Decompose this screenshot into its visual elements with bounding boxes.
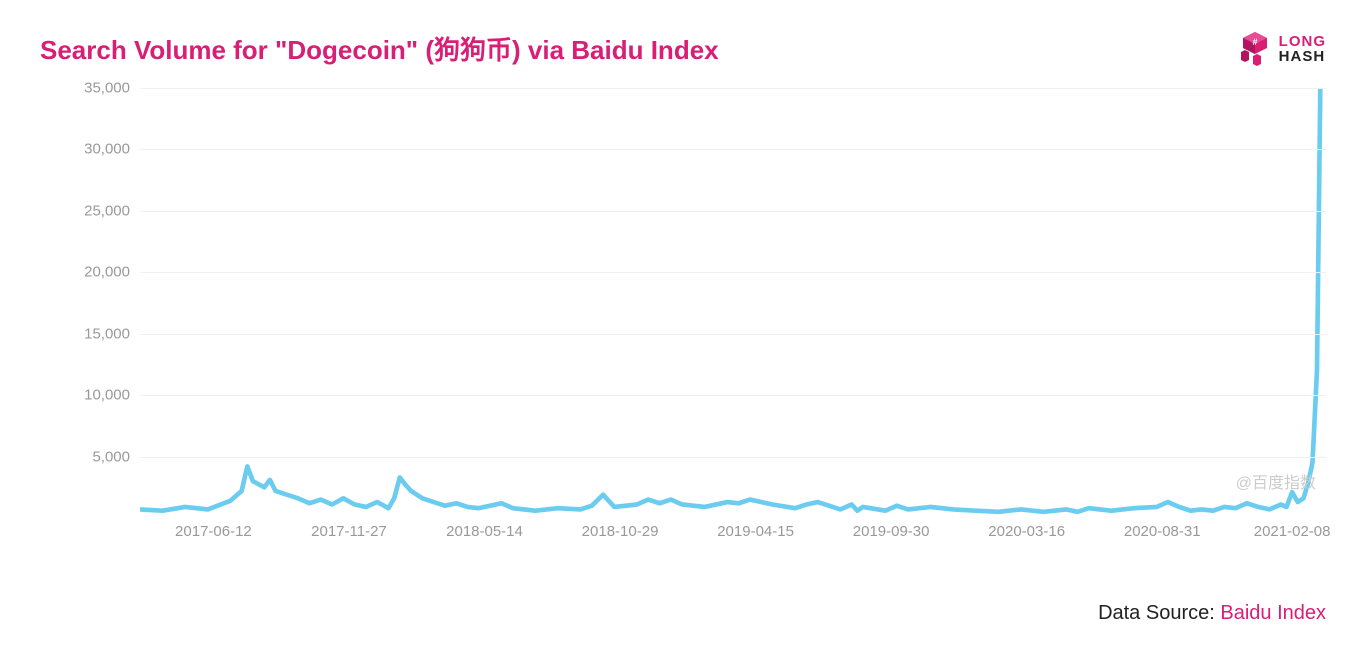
x-tick-label: 2021-02-08	[1254, 523, 1331, 540]
watermark: @百度指数	[1236, 469, 1316, 493]
data-source-name: Baidu Index	[1220, 602, 1326, 624]
gridline	[140, 457, 1326, 458]
gridline	[140, 211, 1326, 212]
x-tick-label: 2018-10-29	[582, 523, 659, 540]
gridline	[140, 149, 1326, 150]
y-tick-label: 10,000	[84, 387, 130, 404]
x-tick-label: 2017-06-12	[175, 523, 252, 540]
chart-area: 5,00010,00015,00020,00025,00030,00035,00…	[40, 88, 1326, 558]
plot-area	[140, 88, 1326, 518]
logo-cube-icon: #	[1237, 30, 1273, 68]
gridline	[140, 395, 1326, 396]
line-chart-svg	[140, 88, 1326, 518]
data-source: Data Source: Baidu Index	[1098, 602, 1326, 625]
x-tick-label: 2020-08-31	[1124, 523, 1201, 540]
x-tick-label: 2017-11-27	[311, 523, 387, 540]
chart-card: Search Volume for "Dogecoin" (狗狗币) via B…	[0, 0, 1366, 650]
y-axis: 5,00010,00015,00020,00025,00030,00035,00…	[40, 88, 140, 558]
gridline	[140, 334, 1326, 335]
x-tick-label: 2020-03-16	[988, 523, 1065, 540]
logo-text-top: LONG	[1279, 34, 1326, 49]
logo-text-bottom: HASH	[1279, 49, 1326, 64]
x-tick-label: 2019-09-30	[853, 523, 930, 540]
y-tick-label: 30,000	[84, 141, 130, 158]
y-tick-label: 5,000	[92, 448, 130, 465]
logo-text: LONG HASH	[1279, 34, 1326, 64]
x-tick-label: 2019-04-15	[717, 523, 794, 540]
y-tick-label: 35,000	[84, 80, 130, 97]
y-tick-label: 15,000	[84, 325, 130, 342]
svg-text:#: #	[1252, 37, 1257, 47]
x-tick-label: 2018-05-14	[446, 523, 523, 540]
chart-title: Search Volume for "Dogecoin" (狗狗币) via B…	[40, 30, 719, 67]
series-line	[140, 88, 1320, 512]
longhash-logo: # LONG HASH	[1237, 30, 1326, 68]
x-axis: 2017-06-12 2017-11-27 2018-05-14 2018-10-29…	[140, 518, 1326, 558]
y-tick-label: 25,000	[84, 202, 130, 219]
y-tick-label: 20,000	[84, 264, 130, 281]
gridline	[140, 272, 1326, 273]
data-source-label: Data Source:	[1098, 602, 1220, 624]
header: Search Volume for "Dogecoin" (狗狗币) via B…	[40, 30, 1326, 68]
gridline	[140, 88, 1326, 89]
